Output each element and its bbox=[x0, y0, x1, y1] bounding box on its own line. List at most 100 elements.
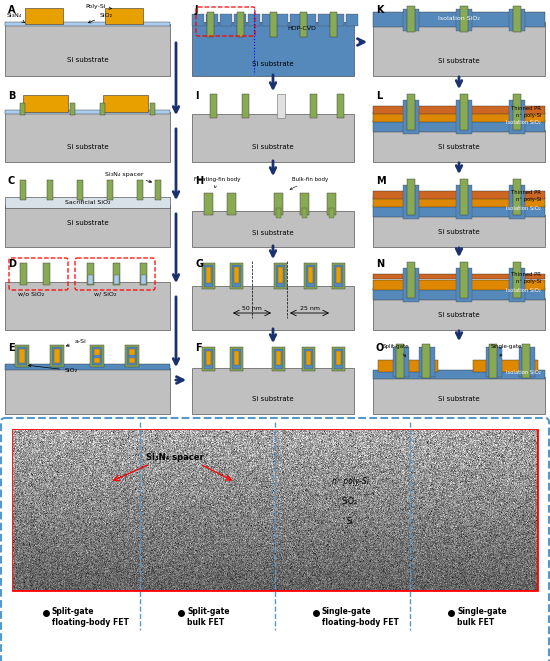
Text: HDP-CVD: HDP-CVD bbox=[288, 26, 316, 31]
Bar bbox=[192, 22, 354, 76]
Text: Si substrate: Si substrate bbox=[252, 144, 294, 150]
Bar bbox=[237, 12, 244, 37]
Bar bbox=[47, 180, 53, 200]
Bar bbox=[407, 6, 415, 32]
Bar bbox=[336, 351, 341, 365]
Bar bbox=[373, 298, 545, 330]
Text: Si substrate: Si substrate bbox=[438, 229, 480, 235]
Bar bbox=[403, 9, 419, 31]
Bar bbox=[90, 345, 104, 367]
Text: Si: Si bbox=[346, 518, 354, 527]
Bar bbox=[52, 347, 62, 365]
Bar bbox=[373, 12, 545, 27]
Text: Sacrificial SiO₂: Sacrificial SiO₂ bbox=[65, 200, 110, 206]
Bar bbox=[206, 267, 211, 283]
Text: Single-gate: Single-gate bbox=[322, 607, 372, 616]
Bar bbox=[403, 185, 419, 219]
Bar bbox=[300, 12, 307, 37]
Text: 25 nm: 25 nm bbox=[300, 306, 320, 311]
Bar bbox=[220, 14, 232, 26]
Bar bbox=[300, 193, 309, 215]
Bar bbox=[94, 349, 100, 363]
Text: Isolation SiO₂: Isolation SiO₂ bbox=[438, 15, 480, 20]
Bar bbox=[334, 265, 343, 287]
Bar bbox=[192, 211, 354, 247]
Text: L: L bbox=[376, 91, 382, 101]
Bar bbox=[274, 349, 283, 369]
Bar bbox=[15, 345, 29, 367]
Text: Si substrate: Si substrate bbox=[438, 58, 480, 64]
Bar bbox=[54, 349, 60, 363]
Text: Isolation SiO₂: Isolation SiO₂ bbox=[506, 120, 541, 126]
Text: C: C bbox=[8, 176, 15, 186]
Bar bbox=[192, 14, 204, 26]
Text: M: M bbox=[376, 176, 386, 186]
Text: Single-gate: Single-gate bbox=[457, 607, 507, 616]
Bar bbox=[473, 360, 538, 372]
Bar bbox=[304, 263, 317, 289]
Bar bbox=[302, 208, 307, 218]
Bar bbox=[192, 114, 354, 162]
Bar bbox=[114, 275, 119, 284]
Text: Floating-fin body: Floating-fin body bbox=[194, 177, 240, 188]
Bar bbox=[460, 262, 468, 298]
Bar bbox=[5, 205, 170, 247]
Text: n⁺ poly-Si: n⁺ poly-Si bbox=[515, 198, 541, 202]
Bar bbox=[373, 130, 545, 162]
Text: Bulk-fin body: Bulk-fin body bbox=[290, 177, 328, 190]
Bar bbox=[17, 347, 27, 365]
Text: floating-body FET: floating-body FET bbox=[52, 618, 129, 627]
Text: n⁺ poly-Si: n⁺ poly-Si bbox=[515, 112, 541, 118]
Bar bbox=[262, 14, 274, 26]
Text: A: A bbox=[8, 5, 15, 15]
Bar bbox=[107, 180, 113, 200]
Text: Split-gate: Split-gate bbox=[187, 607, 229, 616]
Text: Split-gate: Split-gate bbox=[52, 607, 95, 616]
Text: K: K bbox=[376, 5, 383, 15]
Bar bbox=[306, 265, 315, 287]
Bar bbox=[272, 347, 285, 371]
Bar bbox=[329, 208, 334, 218]
Bar bbox=[334, 349, 343, 369]
Bar bbox=[373, 377, 545, 414]
Bar bbox=[232, 349, 241, 369]
Bar bbox=[88, 275, 93, 284]
Bar bbox=[403, 100, 419, 134]
Bar bbox=[308, 267, 313, 283]
Text: w/o SiO₂: w/o SiO₂ bbox=[18, 291, 44, 296]
Text: Poly-Si: Poly-Si bbox=[85, 4, 112, 9]
Bar bbox=[270, 12, 277, 37]
Bar bbox=[5, 22, 170, 26]
Bar bbox=[407, 179, 415, 215]
Bar bbox=[5, 282, 170, 330]
Bar bbox=[373, 120, 545, 132]
Bar bbox=[422, 344, 430, 378]
Text: H: H bbox=[195, 176, 203, 186]
Bar bbox=[373, 106, 545, 114]
Bar bbox=[373, 280, 545, 290]
Bar bbox=[276, 351, 281, 365]
Text: Si substrate: Si substrate bbox=[252, 61, 294, 67]
Text: n⁺ poly-Si: n⁺ poly-Si bbox=[515, 280, 541, 284]
Bar bbox=[373, 215, 545, 247]
Bar bbox=[234, 267, 239, 283]
Bar bbox=[460, 94, 468, 130]
Bar bbox=[332, 347, 345, 371]
Bar bbox=[204, 265, 213, 287]
Text: D: D bbox=[8, 259, 16, 269]
Bar bbox=[522, 344, 530, 378]
Bar bbox=[373, 112, 545, 122]
Bar bbox=[456, 9, 472, 31]
Bar bbox=[330, 12, 337, 37]
Text: Thinned PR: Thinned PR bbox=[511, 190, 541, 196]
Bar bbox=[248, 14, 260, 26]
Bar bbox=[460, 6, 468, 32]
Text: O: O bbox=[376, 343, 384, 353]
Text: Si substrate: Si substrate bbox=[252, 396, 294, 402]
Bar bbox=[234, 14, 246, 26]
Bar bbox=[234, 351, 239, 365]
Bar bbox=[378, 360, 438, 372]
Bar bbox=[43, 263, 50, 285]
Bar bbox=[276, 265, 285, 287]
Bar bbox=[20, 180, 26, 200]
